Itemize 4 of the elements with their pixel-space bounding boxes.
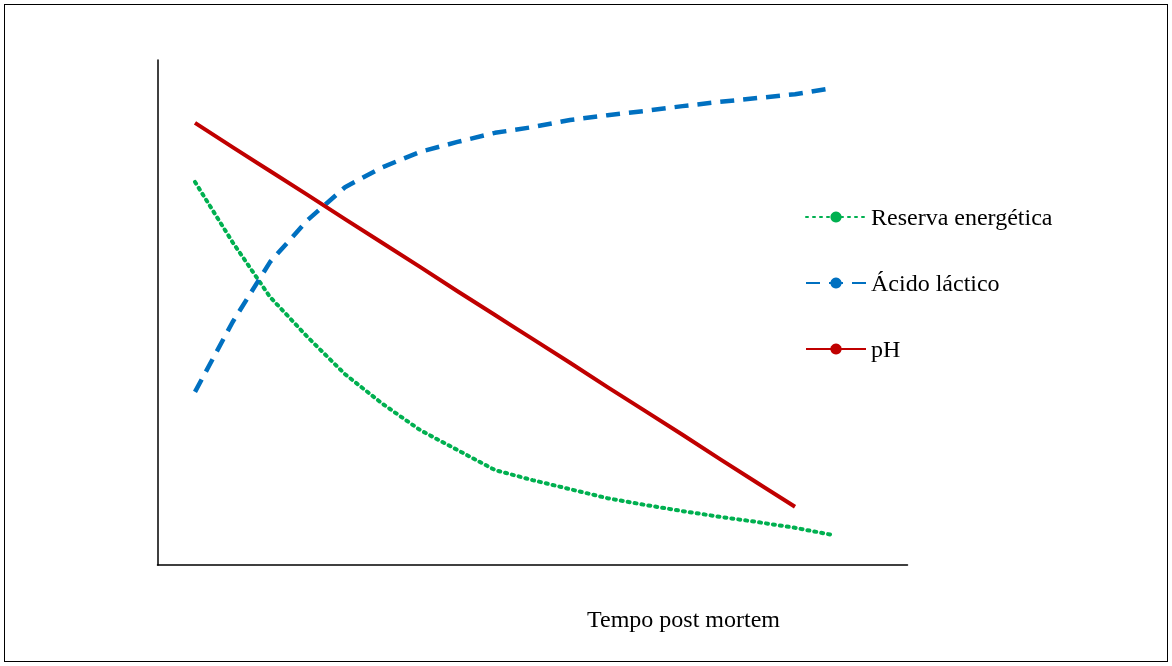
legend-label: pH [871,336,901,362]
legend-label: Reserva energética [871,204,1053,230]
legend-label: Ácido láctico [871,270,1000,296]
x-axis-title: Tempo post mortem [587,606,781,632]
